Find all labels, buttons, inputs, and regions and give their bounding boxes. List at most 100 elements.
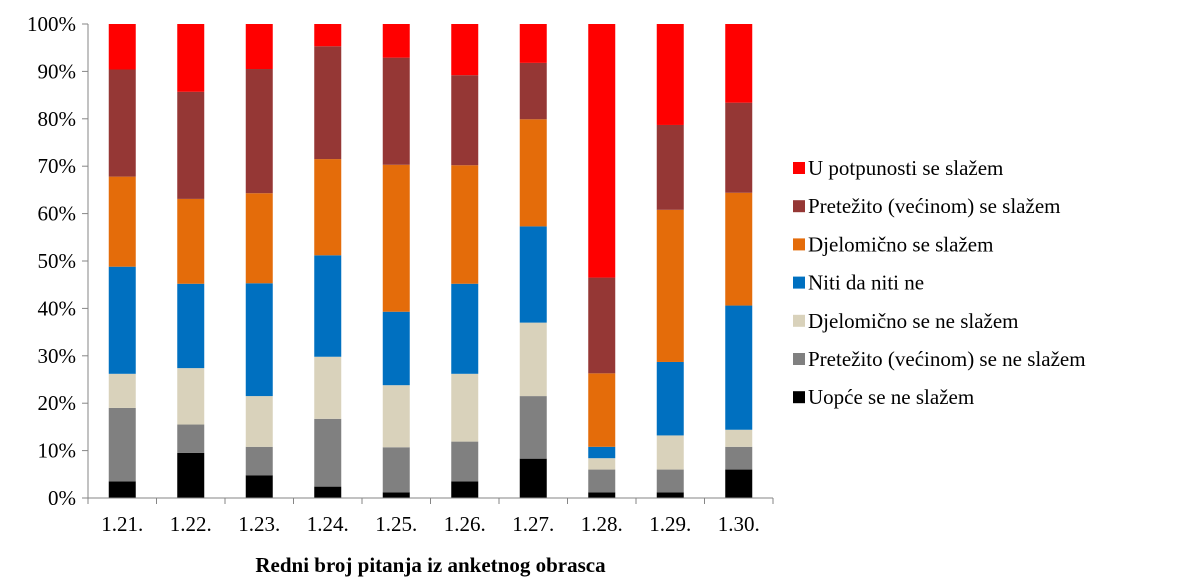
bar-segment-1-24-s5 — [314, 46, 342, 160]
bar-segment-1-29-s2 — [656, 435, 684, 470]
bar-segment-1-25-s4 — [382, 164, 410, 312]
bar-segment-1-27-s3 — [519, 226, 547, 323]
x-tick-label: 1.27. — [512, 512, 554, 536]
y-tick-label: 60% — [38, 202, 77, 226]
y-tick-label: 80% — [38, 107, 77, 131]
bar-segment-1-28-s3 — [588, 446, 616, 459]
x-tick-label: 1.25. — [375, 512, 417, 536]
bar-segment-1-23-s5 — [245, 69, 273, 194]
legend-swatch — [793, 391, 805, 404]
bar-segment-1-27-s6 — [519, 24, 547, 63]
bar-segment-1-23-s2 — [245, 396, 273, 447]
bar-segment-1-30-s6 — [725, 24, 753, 103]
bar-segment-1-24-s0 — [314, 486, 342, 498]
y-tick-label: 100% — [27, 12, 76, 36]
bar-segment-1-29-s3 — [656, 361, 684, 436]
x-tick-label: 1.28. — [581, 512, 623, 536]
bar-segment-1-28-s5 — [588, 277, 616, 374]
bar-segment-1-25-s3 — [382, 311, 410, 386]
bar-segment-1-27-s2 — [519, 322, 547, 397]
bar-segment-1-21-s0 — [108, 481, 136, 498]
bar-segment-1-21-s6 — [108, 24, 136, 70]
x-tick-label: 1.26. — [444, 512, 486, 536]
bar-segment-1-24-s1 — [314, 418, 342, 487]
bar-segment-1-27-s5 — [519, 62, 547, 120]
bar-segment-1-26-s5 — [451, 75, 479, 166]
bar-segment-1-27-s1 — [519, 396, 547, 459]
bar-segment-1-28-s0 — [588, 492, 616, 498]
bar-segment-1-22-s4 — [177, 198, 205, 284]
x-tick-label: 1.29. — [649, 512, 691, 536]
bar-segment-1-26-s4 — [451, 165, 479, 284]
bar-segment-1-28-s6 — [588, 24, 616, 278]
y-tick-label: 70% — [38, 154, 77, 178]
bar-segment-1-29-s5 — [656, 124, 684, 210]
x-tick-label: 1.23. — [238, 512, 280, 536]
axes-layer — [82, 23, 774, 504]
bar-segment-1-22-s5 — [177, 91, 205, 199]
bar-segment-1-26-s0 — [451, 481, 479, 498]
x-tick-label: 1.22. — [170, 512, 212, 536]
legend: U potpunosti se slažem Pretežito (većinom… — [793, 156, 1086, 409]
bar-segment-1-26-s1 — [451, 441, 479, 482]
y-tick-label: 40% — [38, 296, 77, 320]
bar-segment-1-24-s2 — [314, 356, 342, 419]
legend-swatch — [793, 200, 805, 213]
bar-segment-1-22-s1 — [177, 424, 205, 453]
bar-segment-1-26-s6 — [451, 24, 479, 76]
x-tick-label: 1.21. — [101, 512, 143, 536]
bar-segment-1-29-s0 — [656, 492, 684, 498]
bar-segment-1-26-s2 — [451, 373, 479, 442]
bar-segment-1-30-s5 — [725, 102, 753, 193]
bars-layer — [108, 24, 753, 498]
bar-segment-1-24-s3 — [314, 255, 342, 357]
bar-segment-1-28-s1 — [588, 469, 616, 493]
bar-segment-1-25-s5 — [382, 57, 410, 165]
bar-segment-1-22-s3 — [177, 283, 205, 369]
bar-segment-1-25-s1 — [382, 447, 410, 493]
bar-segment-1-24-s4 — [314, 159, 342, 256]
bar-segment-1-27-s0 — [519, 458, 547, 498]
labels-layer: 0% 10% 20% 30% 40% 50% 60% 70% 80% 90% 100% 1.21. 1.… — [27, 12, 760, 536]
legend-swatch — [793, 238, 805, 251]
bar-segment-1-23-s1 — [245, 446, 273, 476]
bar-segment-1-21-s3 — [108, 266, 136, 374]
bar-segment-1-23-s6 — [245, 24, 273, 70]
bar-segment-1-29-s1 — [656, 469, 684, 493]
y-tick-label: 20% — [38, 391, 77, 415]
bar-segment-1-25-s2 — [382, 385, 410, 448]
bar-segment-1-29-s6 — [656, 24, 684, 125]
y-tick-label: 10% — [38, 439, 77, 463]
x-tick-label: 1.30. — [718, 512, 760, 536]
bar-segment-1-21-s5 — [108, 69, 136, 177]
legend-label: Uopće se ne slažem — [808, 385, 974, 409]
bar-segment-1-21-s4 — [108, 176, 136, 267]
bar-segment-1-21-s2 — [108, 373, 136, 408]
bar-segment-1-27-s4 — [519, 119, 547, 227]
legend-label: U potpunosti se slažem — [808, 156, 1003, 180]
bar-segment-1-30-s4 — [725, 192, 753, 306]
y-tick-label: 50% — [38, 249, 77, 273]
bar-segment-1-30-s1 — [725, 446, 753, 470]
x-axis-title: Redni broj pitanja iz anketnog obrasca — [255, 553, 606, 577]
bar-segment-1-21-s1 — [108, 407, 136, 482]
legend-swatch — [793, 276, 805, 289]
bar-segment-1-23-s4 — [245, 193, 273, 284]
legend-swatch — [793, 162, 805, 174]
legend-label: Djelomično se ne slažem — [808, 309, 1019, 333]
legend-label: Pretežito (većinom) se ne slažem — [808, 347, 1086, 371]
legend-swatch — [793, 314, 805, 327]
bar-segment-1-30-s3 — [725, 305, 753, 430]
bar-segment-1-23-s3 — [245, 283, 273, 397]
bar-segment-1-25-s0 — [382, 492, 410, 498]
bar-segment-1-30-s0 — [725, 469, 753, 498]
bar-segment-1-28-s2 — [588, 458, 616, 470]
bar-segment-1-26-s3 — [451, 283, 479, 374]
bar-segment-1-30-s2 — [725, 429, 753, 447]
bar-segment-1-22-s0 — [177, 452, 205, 498]
bar-segment-1-28-s4 — [588, 373, 616, 447]
bar-segment-1-23-s0 — [245, 475, 273, 498]
legend-label: Djelomično se slažem — [808, 232, 993, 256]
x-tick-label: 1.24. — [307, 512, 349, 536]
